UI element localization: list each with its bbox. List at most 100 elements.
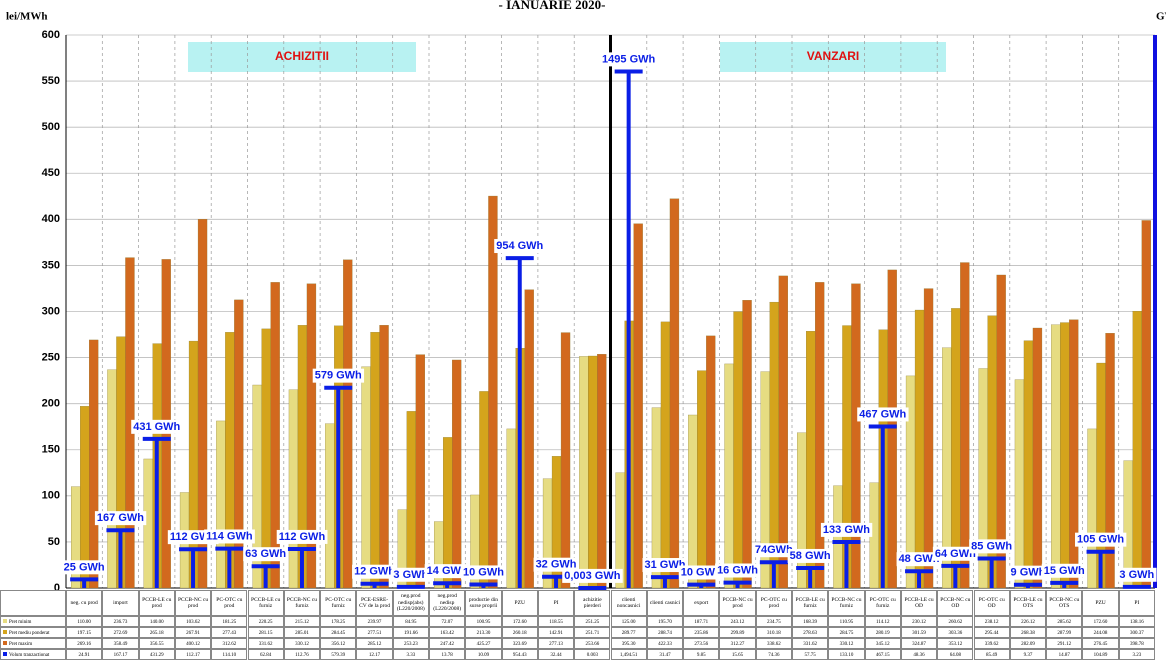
table-cell: 12.17 xyxy=(356,649,393,660)
table-cell: 172.60 xyxy=(1082,616,1119,627)
y-tick-label: 600 xyxy=(42,29,60,41)
x-tick-label: PC-OTC cu furniz xyxy=(320,590,357,616)
volume-marker xyxy=(396,584,425,589)
x-tick-label: neg.prod nedisp (L220/2008) xyxy=(429,590,466,616)
volume-label-bg xyxy=(752,543,796,558)
bar xyxy=(597,354,607,589)
bar xyxy=(688,414,698,589)
table-cell: 142.91 xyxy=(537,627,575,638)
bar xyxy=(1014,379,1025,589)
table-cell: 72.07 xyxy=(429,616,466,627)
table-cell: 339.62 xyxy=(973,638,1010,649)
bar xyxy=(524,289,534,589)
volume-label-bg xyxy=(642,558,688,573)
volume-marker xyxy=(1013,582,1042,588)
table-cell: 467.15 xyxy=(864,649,901,660)
table-cell: 251.25 xyxy=(574,616,611,627)
volume-label: 15 GWh xyxy=(1044,565,1085,577)
volume-label-bg xyxy=(131,419,183,434)
table-cell: 273.56 xyxy=(683,638,720,649)
legend-label: Pret maxim xyxy=(9,642,33,647)
bar xyxy=(633,223,643,589)
volume-marker xyxy=(215,546,244,588)
table-cell: 195.70 xyxy=(646,616,684,627)
volume-marker xyxy=(1050,580,1079,588)
table-cell: 954.43 xyxy=(501,649,538,660)
x-tick-label: clienti noncasnici xyxy=(610,590,647,616)
table-cell: 243.12 xyxy=(719,616,756,627)
table-cell: 277.43 xyxy=(211,627,248,638)
table-cell: 178.25 xyxy=(320,616,357,627)
volume-label-bg xyxy=(243,547,289,562)
volume-label: 112 GWh xyxy=(279,531,326,543)
bar xyxy=(660,321,671,589)
table-row-header: Pret minim xyxy=(0,616,66,627)
x-tick-label: PCCB-LE cu furniz xyxy=(792,590,829,616)
x-tick-label: PI xyxy=(1118,590,1155,616)
table-cell: 238.12 xyxy=(973,616,1010,627)
table-cell: 230.12 xyxy=(900,616,938,627)
table-cell: 431.29 xyxy=(138,649,175,660)
table-cell: 284.45 xyxy=(320,627,357,638)
volume-marker xyxy=(832,539,861,588)
table-cell: 168.39 xyxy=(792,616,829,627)
table-cell: 0.003 xyxy=(574,649,611,660)
table-cell: 32.44 xyxy=(537,649,575,660)
volume-label-bg xyxy=(787,548,833,563)
table-cell: 9.37 xyxy=(1009,649,1047,660)
volume-marker xyxy=(759,560,788,588)
table-cell: 3.23 xyxy=(1118,649,1155,660)
table-cell: 114.12 xyxy=(864,616,901,627)
table-cell: 295.44 xyxy=(973,627,1010,638)
y-tick-label: 150 xyxy=(42,444,60,456)
bar xyxy=(951,308,961,589)
table-cell: 272.69 xyxy=(102,627,139,638)
volume-label-bg xyxy=(204,529,255,544)
volume-marker xyxy=(796,566,825,588)
legend-label: Pret minim xyxy=(9,620,32,625)
volume-label-bg xyxy=(533,557,579,572)
volume-marker xyxy=(614,69,643,588)
volume-label: 9 GWh xyxy=(1011,567,1046,579)
table-cell: 187.71 xyxy=(683,616,720,627)
table-cell: 280.19 xyxy=(864,627,901,638)
table-cell: 323.69 xyxy=(501,638,538,649)
bar xyxy=(742,300,752,589)
x-tick-label: neg. cu prod xyxy=(66,590,103,616)
table-cell: 303.36 xyxy=(937,627,974,638)
table-cell: 345.12 xyxy=(864,638,901,649)
bar xyxy=(488,195,498,589)
table-cell: 133.10 xyxy=(828,649,865,660)
table-cell: 172.60 xyxy=(501,616,538,627)
bar xyxy=(978,368,988,589)
x-tick-label: PCCB-LE cu furniz xyxy=(247,590,284,616)
bar xyxy=(1060,322,1070,589)
volume-label: 14 GWh xyxy=(427,565,468,577)
table-cell: 234.75 xyxy=(755,616,792,627)
table-cell: 277.51 xyxy=(356,627,393,638)
volume-label: 25 GWh xyxy=(64,561,105,573)
y-tick-label: 250 xyxy=(42,351,60,363)
table-cell: 247.42 xyxy=(429,638,466,649)
y-tick-label: 400 xyxy=(42,213,60,225)
volume-marker xyxy=(287,547,316,588)
table-cell: 62.84 xyxy=(247,649,284,660)
table-cell: 330.12 xyxy=(828,638,865,649)
y-tick-label: 200 xyxy=(42,398,60,410)
volume-label: 1495 GWh xyxy=(602,53,655,65)
table-cell: 301.59 xyxy=(900,627,938,638)
table-cell: 112.76 xyxy=(283,649,321,660)
table-cell: 356.12 xyxy=(320,638,357,649)
bar xyxy=(797,432,807,589)
bar xyxy=(1105,333,1115,589)
bar xyxy=(234,299,244,589)
annotation: VANZARI xyxy=(807,49,859,63)
volume-marker xyxy=(70,577,99,588)
bar xyxy=(1032,327,1043,589)
bar xyxy=(107,369,117,589)
volume-label-bg xyxy=(352,564,398,579)
volume-label-bg xyxy=(678,565,725,580)
table-cell: 395.30 xyxy=(610,638,647,649)
x-tick-label: PC-OTC cu OD xyxy=(973,590,1010,616)
